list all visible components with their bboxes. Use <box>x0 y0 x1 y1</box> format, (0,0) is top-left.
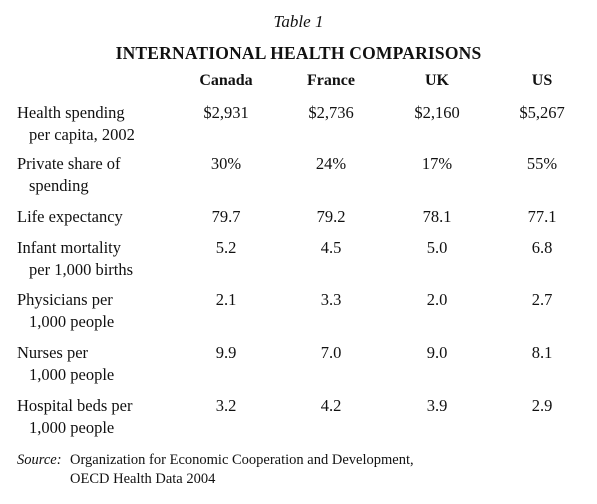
row-label-line2: 1,000 people <box>29 365 115 384</box>
cell-france: 24% <box>315 154 347 173</box>
cell-france: 4.2 <box>320 396 342 415</box>
source-label: Source: <box>17 452 62 468</box>
cell-us: 77.1 <box>527 207 557 226</box>
row-label-line2: spending <box>29 176 89 195</box>
row-label: Health spending per capita, 2002 <box>17 102 187 146</box>
row-label-line2: per capita, 2002 <box>29 125 135 144</box>
cell-uk: 3.9 <box>426 396 448 415</box>
cell-canada: 5.2 <box>215 238 237 257</box>
row-label-line2: 1,000 people <box>29 312 115 331</box>
row-label-line1: Hospital beds per <box>17 396 133 415</box>
table-caption: Table 1 <box>273 12 324 31</box>
cell-france: 3.3 <box>320 290 342 309</box>
row-label: Hospital beds per 1,000 people <box>17 395 187 439</box>
row-label: Infant mortality per 1,000 births <box>17 237 187 281</box>
row-label-line1: Life expectancy <box>17 207 123 226</box>
row-label-line1: Nurses per <box>17 343 89 362</box>
cell-uk: 9.0 <box>426 343 448 362</box>
row-label: Private share of spending <box>17 153 187 197</box>
cell-uk: 17% <box>421 154 453 173</box>
cell-france: 4.5 <box>320 238 342 257</box>
cell-france: 7.0 <box>320 343 342 362</box>
cell-us: $5,267 <box>519 103 565 122</box>
cell-canada: $2,931 <box>203 103 249 122</box>
cell-canada: 79.7 <box>211 207 241 226</box>
cell-france: 79.2 <box>316 207 346 226</box>
cell-france: $2,736 <box>308 103 354 122</box>
table-title: INTERNATIONAL HEALTH COMPARISONS <box>115 43 482 63</box>
cell-us: 2.9 <box>531 396 553 415</box>
cell-uk: $2,160 <box>414 103 460 122</box>
row-label: Physicians per 1,000 people <box>17 289 187 333</box>
row-label-line1: Physicians per <box>17 290 113 309</box>
source-note: Source: Organization for Economic Coopera… <box>17 451 414 489</box>
cell-us: 6.8 <box>531 238 553 257</box>
column-header-canada: Canada <box>199 72 253 89</box>
cell-canada: 2.1 <box>215 290 237 309</box>
cell-canada: 9.9 <box>215 343 237 362</box>
row-label-line2: per 1,000 births <box>29 260 134 279</box>
source-line2: OECD Health Data 2004 <box>70 471 216 487</box>
row-label: Nurses per 1,000 people <box>17 342 187 386</box>
row-label-line1: Private share of <box>17 154 121 173</box>
source-line1: Organization for Economic Cooperation an… <box>70 452 414 468</box>
cell-uk: 78.1 <box>422 207 452 226</box>
cell-uk: 5.0 <box>426 238 448 257</box>
row-label-line1: Infant mortality <box>17 238 122 257</box>
column-header-uk: UK <box>425 72 449 89</box>
cell-us: 8.1 <box>531 343 553 362</box>
cell-canada: 30% <box>210 154 242 173</box>
cell-us: 2.7 <box>531 290 553 309</box>
row-label-line1: Health spending <box>17 103 125 122</box>
cell-us: 55% <box>526 154 558 173</box>
column-header-us: US <box>531 72 553 89</box>
row-label: Life expectancy <box>17 206 187 228</box>
cell-canada: 3.2 <box>215 396 237 415</box>
column-header-france: France <box>307 72 355 89</box>
source-label-text: Source <box>17 452 57 468</box>
cell-uk: 2.0 <box>426 290 448 309</box>
row-label-line2: 1,000 people <box>29 418 115 437</box>
